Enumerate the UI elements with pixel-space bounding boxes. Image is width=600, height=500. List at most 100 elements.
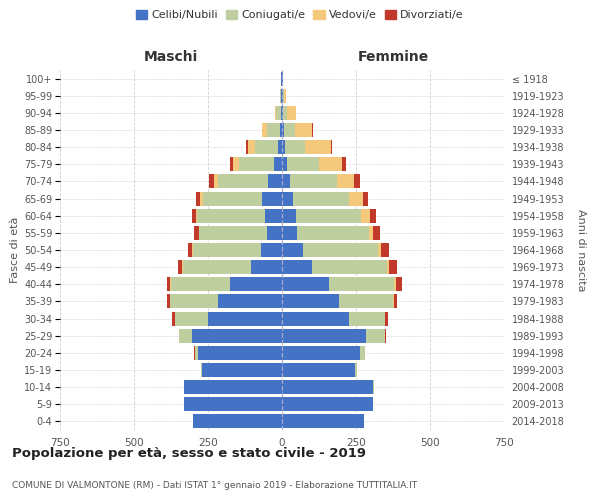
- Bar: [280, 88, 281, 102]
- Bar: [349, 312, 385, 326]
- Bar: [209, 174, 214, 188]
- Y-axis label: Fasce di età: Fasce di età: [10, 217, 20, 283]
- Bar: [282, 88, 283, 102]
- Bar: [385, 312, 388, 326]
- Bar: [281, 106, 282, 120]
- Bar: [265, 208, 282, 222]
- Bar: [178, 260, 182, 274]
- Bar: [282, 328, 367, 342]
- Bar: [188, 243, 192, 257]
- Bar: [277, 106, 281, 120]
- Bar: [260, 243, 282, 257]
- Bar: [284, 123, 295, 137]
- Bar: [337, 174, 354, 188]
- Bar: [287, 158, 319, 172]
- Text: Popolazione per età, sesso e stato civile - 2019: Popolazione per età, sesso e stato civil…: [12, 448, 366, 460]
- Bar: [387, 260, 389, 274]
- Bar: [230, 158, 233, 172]
- Bar: [197, 208, 265, 222]
- Y-axis label: Anni di nascita: Anni di nascita: [575, 209, 586, 291]
- Bar: [192, 208, 196, 222]
- Bar: [179, 328, 192, 342]
- Bar: [361, 208, 370, 222]
- Bar: [282, 380, 373, 394]
- Bar: [283, 88, 284, 102]
- Bar: [251, 260, 282, 274]
- Bar: [373, 226, 380, 240]
- Bar: [381, 243, 389, 257]
- Bar: [282, 123, 284, 137]
- Bar: [284, 140, 305, 154]
- Legend: Celibi/Nubili, Coniugati/e, Vedovi/e, Divorziati/e: Celibi/Nubili, Coniugati/e, Vedovi/e, Di…: [132, 6, 468, 25]
- Bar: [202, 363, 282, 377]
- Bar: [282, 243, 304, 257]
- Bar: [201, 363, 202, 377]
- Text: COMUNE DI VALMONTONE (RM) - Dati ISTAT 1° gennaio 2019 - Elaborazione TUTTITALIA: COMUNE DI VALMONTONE (RM) - Dati ISTAT 1…: [12, 480, 417, 490]
- Bar: [296, 208, 361, 222]
- Bar: [282, 174, 290, 188]
- Bar: [175, 312, 208, 326]
- Bar: [393, 294, 394, 308]
- Bar: [262, 123, 266, 137]
- Bar: [192, 328, 282, 342]
- Bar: [218, 294, 282, 308]
- Bar: [196, 192, 200, 205]
- Bar: [274, 158, 282, 172]
- Bar: [200, 192, 203, 205]
- Bar: [355, 363, 356, 377]
- Bar: [329, 278, 394, 291]
- Bar: [369, 226, 373, 240]
- Bar: [172, 312, 175, 326]
- Bar: [312, 260, 387, 274]
- Bar: [349, 192, 363, 205]
- Bar: [378, 243, 381, 257]
- Bar: [283, 106, 287, 120]
- Bar: [331, 140, 332, 154]
- Bar: [184, 398, 282, 411]
- Bar: [361, 346, 365, 360]
- Bar: [247, 140, 248, 154]
- Bar: [282, 192, 293, 205]
- Bar: [295, 123, 313, 137]
- Bar: [282, 208, 296, 222]
- Bar: [293, 192, 349, 205]
- Bar: [218, 174, 268, 188]
- Bar: [290, 174, 337, 188]
- Bar: [282, 226, 298, 240]
- Bar: [284, 88, 286, 102]
- Bar: [389, 260, 397, 274]
- Bar: [370, 208, 376, 222]
- Bar: [193, 414, 282, 428]
- Bar: [342, 158, 346, 172]
- Bar: [171, 278, 230, 291]
- Bar: [282, 398, 373, 411]
- Bar: [266, 226, 282, 240]
- Bar: [280, 123, 282, 137]
- Bar: [282, 260, 312, 274]
- Bar: [170, 294, 218, 308]
- Bar: [266, 123, 280, 137]
- Bar: [194, 346, 197, 360]
- Bar: [275, 106, 277, 120]
- Bar: [197, 346, 282, 360]
- Bar: [339, 294, 393, 308]
- Bar: [282, 140, 284, 154]
- Bar: [183, 260, 251, 274]
- Bar: [396, 278, 402, 291]
- Bar: [268, 174, 282, 188]
- Bar: [255, 140, 278, 154]
- Bar: [282, 312, 349, 326]
- Bar: [239, 158, 274, 172]
- Bar: [305, 140, 331, 154]
- Bar: [196, 208, 197, 222]
- Bar: [282, 294, 339, 308]
- Bar: [282, 106, 283, 120]
- Bar: [282, 414, 364, 428]
- Bar: [282, 346, 361, 360]
- Bar: [203, 192, 262, 205]
- Bar: [208, 312, 282, 326]
- Bar: [230, 278, 282, 291]
- Bar: [278, 140, 282, 154]
- Bar: [319, 158, 342, 172]
- Bar: [233, 158, 239, 172]
